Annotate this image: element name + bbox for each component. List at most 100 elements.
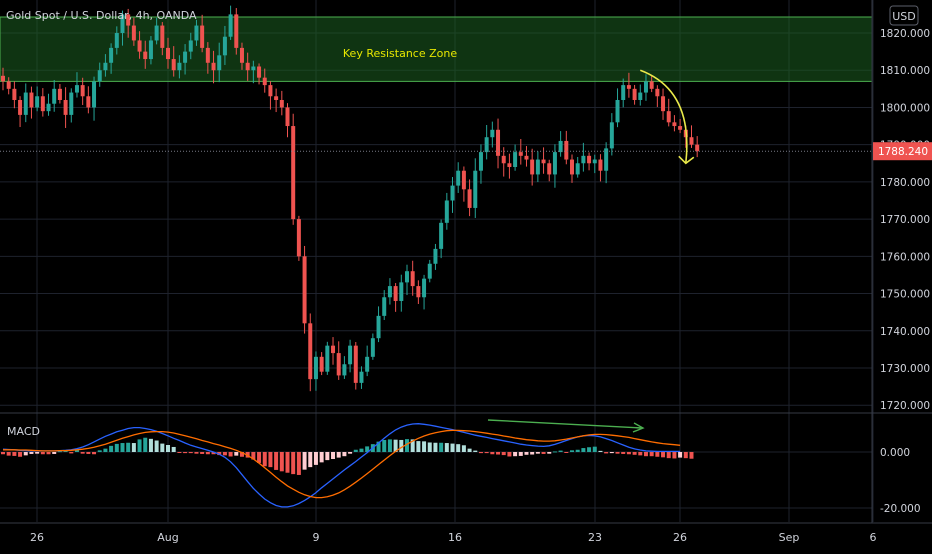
candle-body bbox=[239, 47, 244, 63]
macd-histogram-bar bbox=[376, 441, 381, 452]
candle-body bbox=[160, 25, 165, 48]
macd-histogram-bar bbox=[450, 443, 455, 452]
candle-body bbox=[69, 92, 74, 115]
macd-histogram-bar bbox=[348, 452, 353, 454]
macd-histogram-bar bbox=[575, 449, 580, 452]
macd-histogram-bar bbox=[92, 452, 97, 455]
candle-body bbox=[291, 126, 296, 220]
macd-histogram-bar bbox=[137, 439, 142, 452]
macd-histogram-bar bbox=[6, 452, 11, 456]
candle-body bbox=[547, 163, 552, 175]
candle-body bbox=[177, 62, 182, 71]
candle-body bbox=[695, 144, 700, 152]
candle-body bbox=[200, 25, 205, 48]
macd-histogram-bar bbox=[422, 441, 427, 452]
candle-body bbox=[63, 99, 68, 115]
candle-body bbox=[365, 356, 370, 372]
macd-histogram-bar bbox=[234, 452, 239, 456]
candle-body bbox=[643, 81, 648, 93]
candle-body bbox=[581, 155, 586, 164]
candle-body bbox=[46, 103, 51, 112]
macd-y-tick-label: -20.000 bbox=[880, 503, 921, 515]
candle-body bbox=[661, 96, 666, 112]
candle-body bbox=[507, 163, 512, 167]
macd-histogram-bar bbox=[200, 452, 205, 454]
y-tick-label: 1720.000 bbox=[880, 400, 930, 412]
candle-body bbox=[456, 170, 461, 186]
macd-histogram-bar bbox=[313, 452, 318, 465]
macd-histogram-bar bbox=[69, 452, 74, 454]
annotations[interactable] bbox=[487, 69, 695, 433]
candle-body bbox=[501, 155, 506, 164]
candle-body bbox=[313, 356, 318, 380]
macd-histogram-bar bbox=[478, 452, 483, 454]
macd-histogram-bar bbox=[12, 452, 17, 456]
macd-histogram-bar bbox=[387, 439, 392, 452]
price-candles bbox=[1, 5, 700, 392]
candle-body bbox=[370, 338, 375, 357]
candle-body bbox=[1, 75, 5, 82]
macd-histogram-bar bbox=[353, 449, 358, 452]
macd-histogram-bar bbox=[74, 449, 79, 452]
candle-body bbox=[29, 92, 34, 108]
macd-histogram-bar bbox=[496, 452, 501, 455]
macd-histogram-bar bbox=[558, 450, 563, 452]
macd-histogram-bar bbox=[40, 452, 45, 455]
candle-body bbox=[353, 345, 358, 383]
y-tick-label: 1810.000 bbox=[880, 65, 930, 77]
macd-histogram-bar bbox=[211, 452, 216, 455]
macd-histogram-bar bbox=[541, 452, 546, 454]
macd-histogram-bar bbox=[268, 452, 273, 468]
y-tick-label: 1770.000 bbox=[880, 214, 930, 226]
candle-body bbox=[12, 88, 17, 100]
macd-histogram-bar bbox=[626, 452, 631, 455]
candle-body bbox=[109, 47, 114, 63]
macd-histogram-bar bbox=[467, 448, 472, 452]
macd-histogram-bar bbox=[296, 452, 301, 475]
candle-body bbox=[92, 81, 97, 108]
macd-histogram-bar bbox=[239, 452, 244, 457]
candle-body bbox=[393, 286, 398, 301]
macd-histogram-bar bbox=[518, 452, 523, 456]
macd-histogram-bar bbox=[131, 443, 136, 452]
candle-body bbox=[211, 62, 216, 71]
candle-body bbox=[496, 129, 501, 156]
macd-histogram-bar bbox=[513, 452, 518, 457]
macd-histogram-bar bbox=[291, 452, 296, 475]
macd-histogram-bar bbox=[632, 452, 637, 455]
macd-histogram-bar bbox=[365, 446, 370, 452]
macd-histogram-bar bbox=[456, 444, 461, 452]
y-tick-label: 1800.000 bbox=[880, 102, 930, 114]
macd-histogram-bar bbox=[285, 452, 290, 473]
candle-body bbox=[23, 92, 28, 115]
candle-body bbox=[137, 40, 142, 52]
candle-body bbox=[279, 99, 284, 108]
macd-histogram-bar bbox=[80, 452, 85, 454]
macd-histogram-bar bbox=[35, 452, 40, 454]
candle-body bbox=[410, 271, 415, 287]
candle-body bbox=[609, 122, 614, 149]
macd-histogram-bar bbox=[1, 452, 5, 455]
macd-lines bbox=[2, 423, 681, 508]
candle-body bbox=[183, 51, 188, 63]
candle-body bbox=[672, 122, 677, 127]
candle-body bbox=[649, 81, 654, 89]
macd-histogram-bar bbox=[547, 452, 552, 454]
macd-line bbox=[2, 423, 681, 508]
y-tick-label: 1750.000 bbox=[880, 289, 930, 301]
chart-title: Gold Spot / U.S. Dollar, 4h, OANDA bbox=[6, 9, 197, 22]
currency-badge[interactable]: USD bbox=[889, 5, 919, 26]
candle-body bbox=[268, 85, 273, 97]
resistance-zone[interactable]: Key Resistance Zone bbox=[0, 16, 873, 82]
candle-body bbox=[342, 364, 347, 376]
y-tick-label: 1760.000 bbox=[880, 251, 930, 263]
candle-body bbox=[621, 85, 626, 100]
macd-histogram-bar bbox=[154, 440, 159, 452]
candle-body bbox=[319, 356, 324, 372]
macd-histogram-bar bbox=[524, 452, 529, 455]
macd-histogram-bar bbox=[114, 443, 119, 452]
candle-body bbox=[439, 222, 444, 249]
macd-histogram-bar bbox=[148, 438, 153, 452]
